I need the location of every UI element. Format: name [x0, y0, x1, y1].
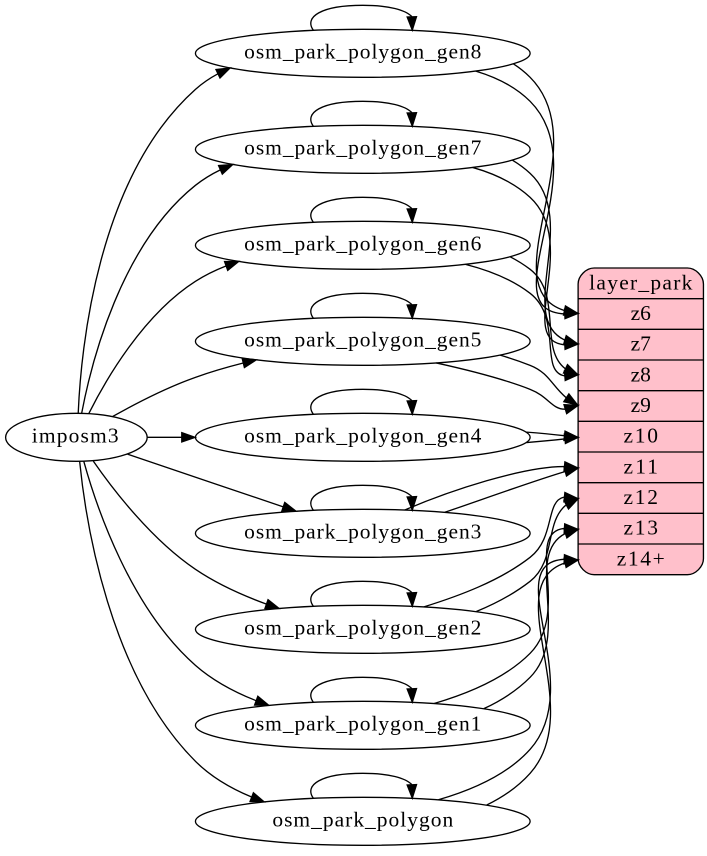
- svg-text:osm_park_polygon_gen2: osm_park_polygon_gen2: [244, 615, 481, 639]
- svg-text:osm_park_polygon_gen4: osm_park_polygon_gen4: [244, 423, 481, 447]
- svg-text:osm_park_polygon_gen1: osm_park_polygon_gen1: [244, 711, 481, 735]
- svg-text:osm_park_polygon_gen8: osm_park_polygon_gen8: [244, 39, 481, 63]
- svg-text:z12: z12: [624, 485, 659, 509]
- svg-text:imposm3: imposm3: [32, 423, 119, 447]
- svg-text:z9: z9: [631, 393, 651, 417]
- svg-text:osm_park_polygon_gen3: osm_park_polygon_gen3: [244, 519, 481, 543]
- svg-text:z10: z10: [624, 424, 659, 448]
- svg-text:z11: z11: [624, 454, 659, 478]
- svg-text:layer_park: layer_park: [589, 270, 692, 294]
- svg-text:osm_park_polygon_gen6: osm_park_polygon_gen6: [244, 231, 481, 255]
- svg-text:osm_park_polygon: osm_park_polygon: [272, 807, 453, 831]
- svg-text:z6: z6: [631, 301, 652, 325]
- svg-text:osm_park_polygon_gen7: osm_park_polygon_gen7: [244, 135, 481, 159]
- svg-text:osm_park_polygon_gen5: osm_park_polygon_gen5: [244, 327, 481, 351]
- svg-text:z7: z7: [631, 332, 652, 356]
- svg-text:z14+: z14+: [617, 546, 665, 570]
- svg-text:z13: z13: [624, 516, 659, 540]
- svg-text:z8: z8: [631, 362, 651, 386]
